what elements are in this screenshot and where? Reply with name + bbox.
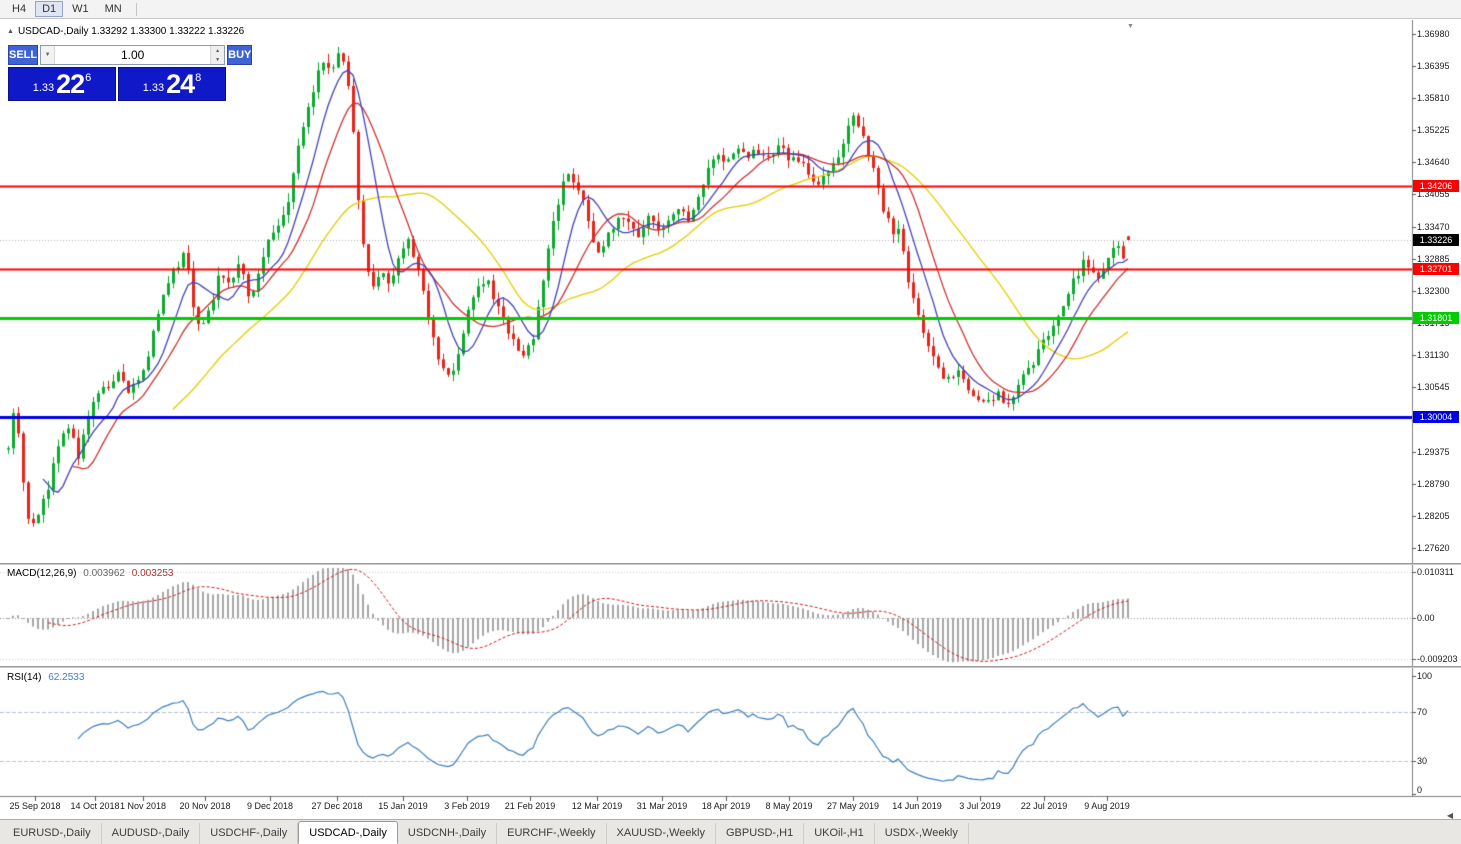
time-axis-label: 27 May 2019 xyxy=(826,801,880,811)
one-click-collapse-icon[interactable]: ▲ xyxy=(7,28,14,35)
rsi-scale-label: 100 xyxy=(1417,671,1433,681)
tab-gbpusd-h1[interactable]: GBPUSD-,H1 xyxy=(716,823,805,844)
rsi-scale-label: 30 xyxy=(1417,755,1428,766)
horizontal-scroll-left-button[interactable]: ◀ xyxy=(1446,811,1453,820)
time-axis-label: 18 Apr 2019 xyxy=(701,801,751,811)
price-tag-level: 1.30004 xyxy=(1413,411,1459,424)
price-tag-level: 1.34206 xyxy=(1413,180,1459,193)
price-scale-label: 1.31130 xyxy=(1417,350,1449,361)
time-axis-label: 14 Jun 2019 xyxy=(892,801,942,811)
tab-usdcad-daily[interactable]: USDCAD-,Daily xyxy=(298,821,398,844)
price-scale-label: 1.32300 xyxy=(1417,285,1450,296)
macd-scale-label: -0.009203 xyxy=(1417,654,1458,665)
one-click-trading-panel: SELL ▼ ▲ ▼ BUY 1.33 22 6 1.33 24 8 xyxy=(8,45,253,101)
time-axis-label: 15 Jan 2019 xyxy=(378,801,428,811)
time-axis-label: 22 Jul 2019 xyxy=(1020,801,1068,811)
timeframe-button-d1[interactable]: D1 xyxy=(35,1,64,17)
timeframe-button-mn[interactable]: MN xyxy=(98,1,129,17)
price-tag-level: 1.32701 xyxy=(1413,262,1459,275)
macd-title-text: MACD(12,26,9) xyxy=(7,568,77,579)
price-scale-label: 1.32885 xyxy=(1417,253,1450,264)
buy-price-big: 24 xyxy=(166,69,195,99)
sell-price-display[interactable]: 1.33 22 6 xyxy=(8,67,116,101)
price-scale-label: 1.29375 xyxy=(1417,446,1450,457)
chart-title: ▲ USDCAD-,Daily 1.33292 1.33300 1.33222 … xyxy=(7,26,244,37)
tab-eurusd-daily[interactable]: EURUSD-,Daily xyxy=(3,823,102,844)
tab-ukoil-h1[interactable]: UKOil-,H1 xyxy=(804,823,875,844)
price-scale-label: 1.33470 xyxy=(1417,221,1450,232)
price-scale-label: 1.36395 xyxy=(1417,60,1450,71)
tab-xauusd-weekly[interactable]: XAUUSD-,Weekly xyxy=(607,823,716,844)
rsi-pane-resize-handle[interactable] xyxy=(0,666,1461,668)
volume-down-icon[interactable]: ▼ xyxy=(211,55,225,64)
macd-scale-label: 0.010311 xyxy=(1417,567,1454,578)
time-axis-label: 21 Feb 2019 xyxy=(504,801,556,811)
sell-price-sup: 6 xyxy=(85,72,92,84)
volume-dropdown-icon[interactable]: ▼ xyxy=(41,46,56,64)
time-axis-label: 25 Sep 2018 xyxy=(9,801,61,811)
tab-usdcnh-daily[interactable]: USDCNH-,Daily xyxy=(398,823,498,844)
tab-eurchf-weekly[interactable]: EURCHF-,Weekly xyxy=(497,823,607,844)
time-axis-label: 27 Dec 2018 xyxy=(311,801,363,811)
price-tag-level: 1.31801 xyxy=(1413,312,1459,325)
timeframe-button-w1[interactable]: W1 xyxy=(65,1,96,17)
rsi-scale-label: 70 xyxy=(1417,707,1428,718)
timeframe-button-h4[interactable]: H4 xyxy=(5,1,33,17)
buy-price-small: 1.33 xyxy=(142,82,165,94)
macd-signal-value: 0.003253 xyxy=(131,568,174,579)
price-tag-current: 1.33226 xyxy=(1413,234,1459,246)
time-axis-label: 8 May 2019 xyxy=(765,801,813,811)
price-scale-label: 1.27620 xyxy=(1417,543,1450,554)
rsi-panel-title: RSI(14) 62.2533 xyxy=(7,672,84,683)
price-scale-label: 1.34640 xyxy=(1417,157,1450,168)
tab-usdx-weekly[interactable]: USDX-,Weekly xyxy=(875,823,969,844)
price-scale-label: 1.28790 xyxy=(1417,478,1450,489)
macd-pane-resize-handle[interactable] xyxy=(0,563,1461,565)
sell-price-small: 1.33 xyxy=(32,82,55,94)
volume-input[interactable] xyxy=(55,46,211,64)
price-scale-label: 1.35810 xyxy=(1417,92,1450,103)
time-axis-label: 31 Mar 2019 xyxy=(636,801,688,811)
time-axis-label: 9 Aug 2019 xyxy=(1084,801,1130,811)
macd-panel-title: MACD(12,26,9) 0.003962 0.003253 xyxy=(7,568,173,579)
price-scale-label: 1.36980 xyxy=(1417,28,1450,39)
volume-stepper: ▲ ▼ xyxy=(210,46,225,64)
price-scale-label: 1.30545 xyxy=(1417,382,1450,393)
time-axis-label: 1 Nov 2018 xyxy=(119,801,167,811)
chart-end-marker-icon: ▼ xyxy=(1127,23,1134,30)
chart-tab-bar: EURUSD-,Daily AUDUSD-,Daily USDCHF-,Daily U… xyxy=(0,819,1461,844)
tab-audusd-daily[interactable]: AUDUSD-,Daily xyxy=(102,823,201,844)
timeframe-button-group: H4 D1 W1 MN xyxy=(5,1,129,17)
time-axis-label: 12 Mar 2019 xyxy=(571,801,623,811)
chart-canvas[interactable] xyxy=(0,20,1461,818)
buy-price-sup: 8 xyxy=(195,72,202,84)
rsi-value: 62.2533 xyxy=(48,672,85,683)
macd-scale-label: 0.00 xyxy=(1417,613,1435,623)
rsi-scale-label: 0 xyxy=(1417,785,1423,795)
price-scale-label: 1.34055 xyxy=(1417,189,1450,200)
time-axis-label: 20 Nov 2018 xyxy=(179,801,231,811)
timeframe-toolbar: H4 D1 W1 MN xyxy=(0,0,1461,19)
volume-up-icon[interactable]: ▲ xyxy=(211,46,225,55)
buy-price-display[interactable]: 1.33 24 8 xyxy=(118,67,226,101)
tab-usdchf-daily[interactable]: USDCHF-,Daily xyxy=(200,823,299,844)
rsi-title-text: RSI(14) xyxy=(7,672,42,683)
time-axis-label: 14 Oct 2018 xyxy=(70,801,120,811)
time-axis-label: 3 Feb 2019 xyxy=(444,801,490,811)
time-axis-label: 3 Jul 2019 xyxy=(959,801,1001,811)
price-scale-label: 1.28205 xyxy=(1417,511,1450,522)
volume-field: ▼ ▲ ▼ xyxy=(40,45,226,65)
toolbar-divider xyxy=(135,2,137,16)
buy-button[interactable]: BUY xyxy=(227,45,253,65)
macd-main-value: 0.003962 xyxy=(83,568,125,579)
sell-price-big: 22 xyxy=(56,69,85,99)
price-scale-label: 1.35225 xyxy=(1417,125,1450,136)
time-axis-label: 9 Dec 2018 xyxy=(246,801,294,811)
chart-title-text: USDCAD-,Daily 1.33292 1.33300 1.33222 1.… xyxy=(17,26,245,37)
sell-button[interactable]: SELL xyxy=(8,45,39,65)
